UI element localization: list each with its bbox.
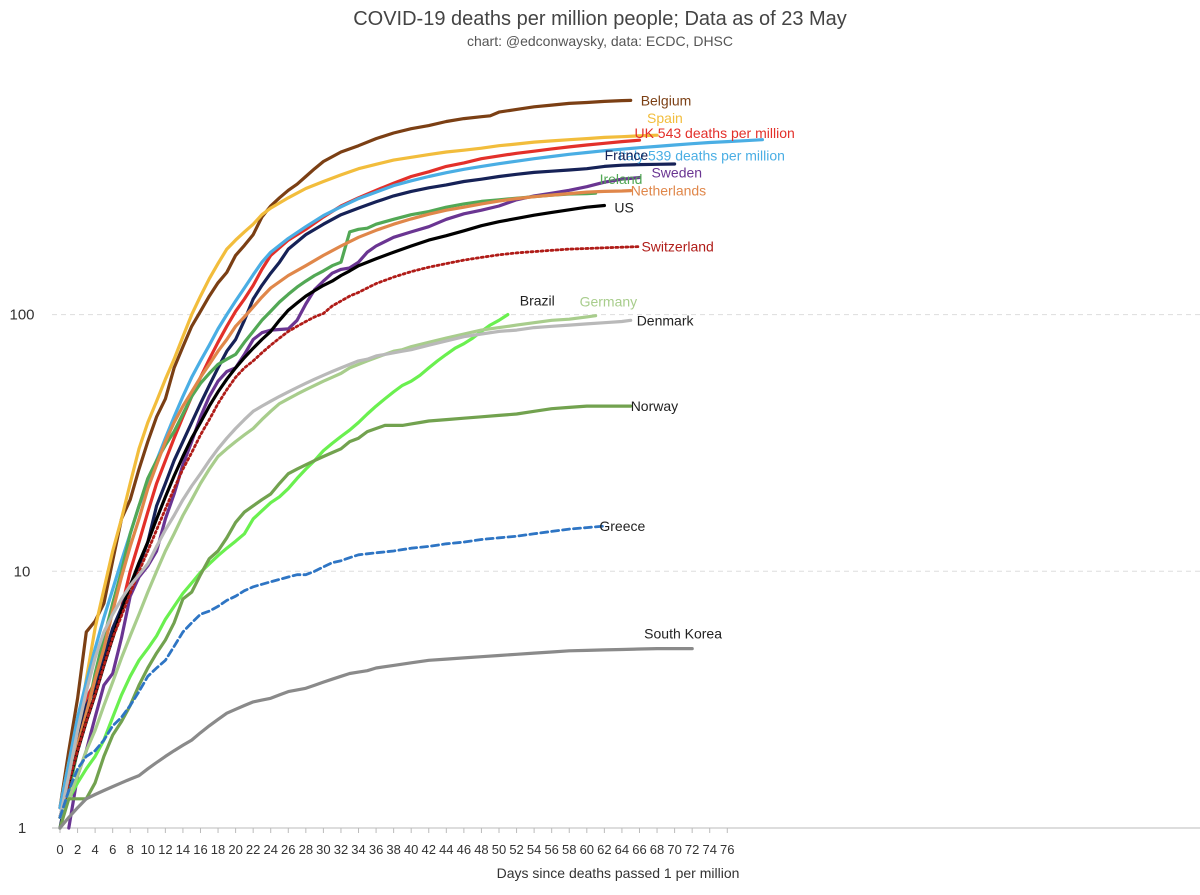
x-tick-label: 36 <box>369 842 383 857</box>
series-label-uk: UK 543 deaths per million <box>634 125 794 141</box>
x-tick-label: 8 <box>127 842 134 857</box>
series-label-sweden: Sweden <box>651 165 702 181</box>
y-tick-label: 10 <box>14 563 31 580</box>
series-line-south-korea <box>60 649 692 828</box>
series-line-norway <box>60 406 631 828</box>
series-label-south-korea: South Korea <box>644 626 722 642</box>
series-line-netherlands <box>60 191 631 818</box>
series-label-belgium: Belgium <box>641 92 692 108</box>
x-tick-label: 60 <box>580 842 594 857</box>
x-tick-label: 68 <box>650 842 664 857</box>
x-tick-label: 32 <box>334 842 348 857</box>
series-label-spain: Spain <box>647 110 683 126</box>
x-tick-label: 48 <box>474 842 488 857</box>
x-tick-label: 70 <box>667 842 681 857</box>
x-tick-label: 18 <box>211 842 225 857</box>
y-tick-label: 100 <box>9 307 34 324</box>
x-tick-label: 30 <box>316 842 330 857</box>
x-tick-label: 22 <box>246 842 260 857</box>
chart-container: COVID-19 deaths per million people; Data… <box>0 0 1200 895</box>
x-tick-label: 12 <box>158 842 172 857</box>
series-line-ireland <box>60 193 596 817</box>
x-tick-label: 62 <box>597 842 611 857</box>
x-tick-label: 6 <box>109 842 116 857</box>
x-tick-label: 54 <box>527 842 541 857</box>
x-tick-label: 52 <box>509 842 523 857</box>
series-label-brazil: Brazil <box>520 293 555 309</box>
x-tick-label: 20 <box>228 842 242 857</box>
y-tick-label: 1 <box>18 820 26 837</box>
x-tick-label: 72 <box>685 842 699 857</box>
x-tick-label: 2 <box>74 842 81 857</box>
x-tick-label: 10 <box>141 842 155 857</box>
x-tick-label: 14 <box>176 842 190 857</box>
series-line-sweden <box>69 178 640 829</box>
series-label-netherlands: Netherlands <box>631 183 707 199</box>
x-tick-label: 0 <box>56 842 63 857</box>
series-label-germany: Germany <box>580 294 638 310</box>
series-label-denmark: Denmark <box>637 312 695 328</box>
x-tick-label: 66 <box>632 842 646 857</box>
x-tick-label: 46 <box>457 842 471 857</box>
x-tick-label: 26 <box>281 842 295 857</box>
series-line-brazil <box>60 315 508 818</box>
series-lines <box>60 100 762 828</box>
series-label-greece: Greece <box>599 518 645 534</box>
x-tick-label: 74 <box>702 842 716 857</box>
x-tick-label: 34 <box>351 842 365 857</box>
series-label-us: US <box>614 200 633 216</box>
x-tick-label: 4 <box>92 842 99 857</box>
x-tick-label: 64 <box>615 842 629 857</box>
x-tick-label: 40 <box>404 842 418 857</box>
x-tick-label: 56 <box>544 842 558 857</box>
x-tick-label: 50 <box>492 842 506 857</box>
x-tick-label: 24 <box>263 842 277 857</box>
x-tick-label: 38 <box>386 842 400 857</box>
x-axis-label: Days since deaths passed 1 per million <box>497 865 740 881</box>
series-line-denmark <box>60 320 631 817</box>
line-chart: 1101000 2 4 6 8 10 12 14 16 18 20 22 24 26 28 30 32 34 36 3… <box>0 0 1200 895</box>
x-tick-label: 28 <box>299 842 313 857</box>
series-label-norway: Norway <box>631 398 678 414</box>
x-tick-label: 42 <box>422 842 436 857</box>
series-label-france: France <box>605 147 649 163</box>
x-tick-label: 16 <box>193 842 207 857</box>
series-label-switzerland: Switzerland <box>641 239 713 255</box>
x-tick-label: 58 <box>562 842 576 857</box>
x-tick-label: 76 <box>720 842 734 857</box>
x-tick-label: 44 <box>439 842 453 857</box>
